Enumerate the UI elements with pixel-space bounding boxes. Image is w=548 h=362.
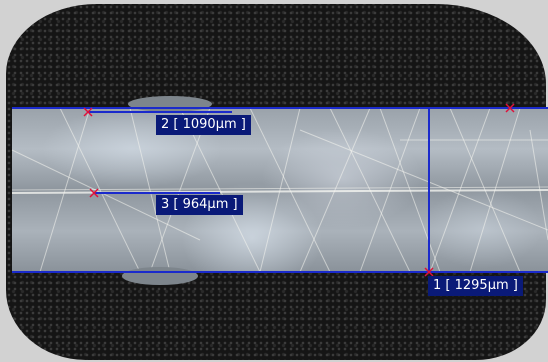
measurement-label-1[interactable]: 1 [ 1295µm ] [428, 276, 523, 296]
marker-icon [89, 188, 99, 198]
marker-icon [505, 103, 515, 113]
marker-icon [424, 267, 434, 277]
marker-icon [83, 107, 93, 117]
measurement-label-3[interactable]: 3 [ 964µm ] [156, 195, 243, 215]
measurement-label-2[interactable]: 2 [ 1090µm ] [156, 115, 251, 135]
